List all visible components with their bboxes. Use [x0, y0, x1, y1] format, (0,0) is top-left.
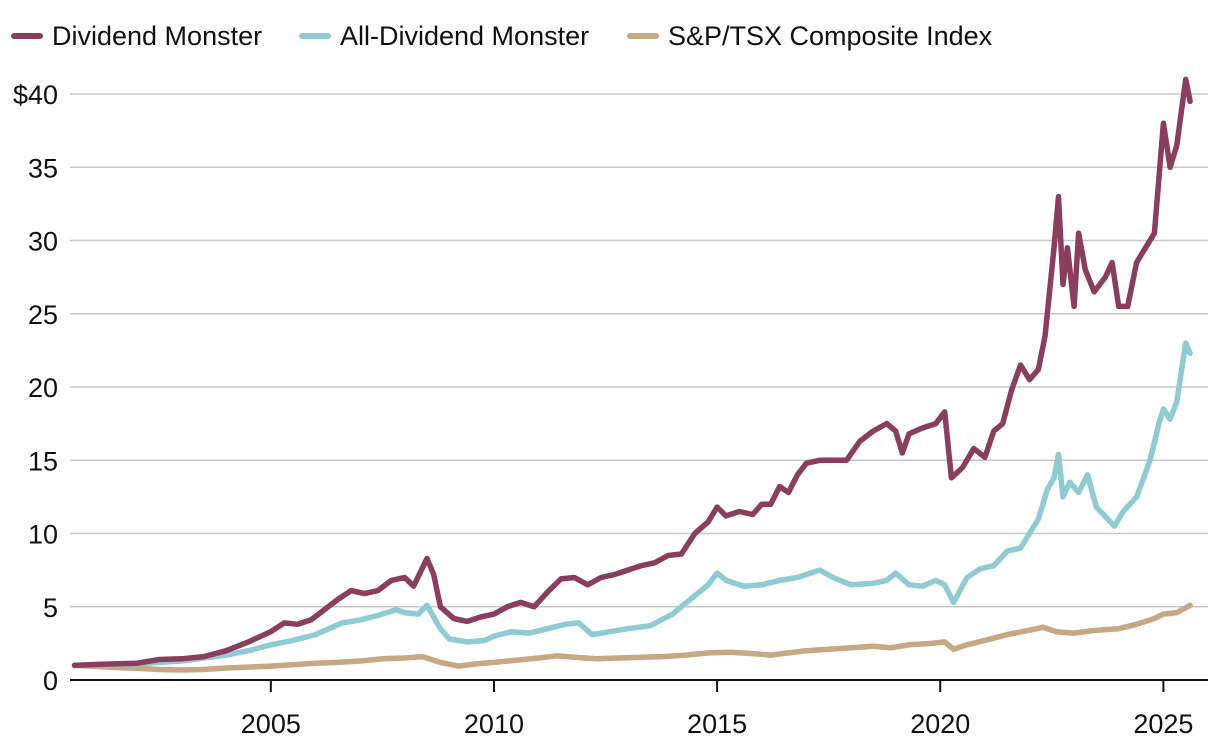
- y-tick-label: 10: [28, 520, 58, 550]
- x-tick-label: 2020: [910, 709, 970, 739]
- y-axis: 0 5 10 15 20 25 30 35 $40: [13, 80, 58, 696]
- y-tick-label: 15: [28, 446, 58, 476]
- y-tick-label: 20: [28, 373, 58, 403]
- series-line-s-p-tsx-composite-index: [71, 602, 1193, 673]
- legend: Dividend Monster All-Dividend Monster S&P/…: [11, 21, 993, 51]
- x-tick-label: 2010: [464, 709, 524, 739]
- y-tick-label: 5: [43, 593, 58, 623]
- series-layer: [71, 76, 1193, 673]
- y-tick-label: 25: [28, 300, 58, 330]
- y-tick-label: $40: [13, 80, 58, 110]
- y-tick-label: 30: [28, 227, 58, 257]
- x-tick-label: 2005: [241, 709, 301, 739]
- series-line-dividend-monster: [71, 76, 1193, 669]
- x-axis: 2005 2010 2015 2020 2025: [70, 679, 1208, 739]
- legend-label: Dividend Monster: [52, 21, 262, 51]
- y-tick-label: 35: [28, 153, 58, 183]
- legend-label: S&P/TSX Composite Index: [668, 21, 993, 51]
- y-tick-label: 0: [43, 666, 58, 696]
- gridlines: [70, 93, 1208, 608]
- x-tick-label: 2015: [687, 709, 747, 739]
- legend-label: All-Dividend Monster: [340, 21, 589, 51]
- series-line-all-dividend-monster: [71, 340, 1193, 669]
- x-tick-label: 2025: [1133, 709, 1193, 739]
